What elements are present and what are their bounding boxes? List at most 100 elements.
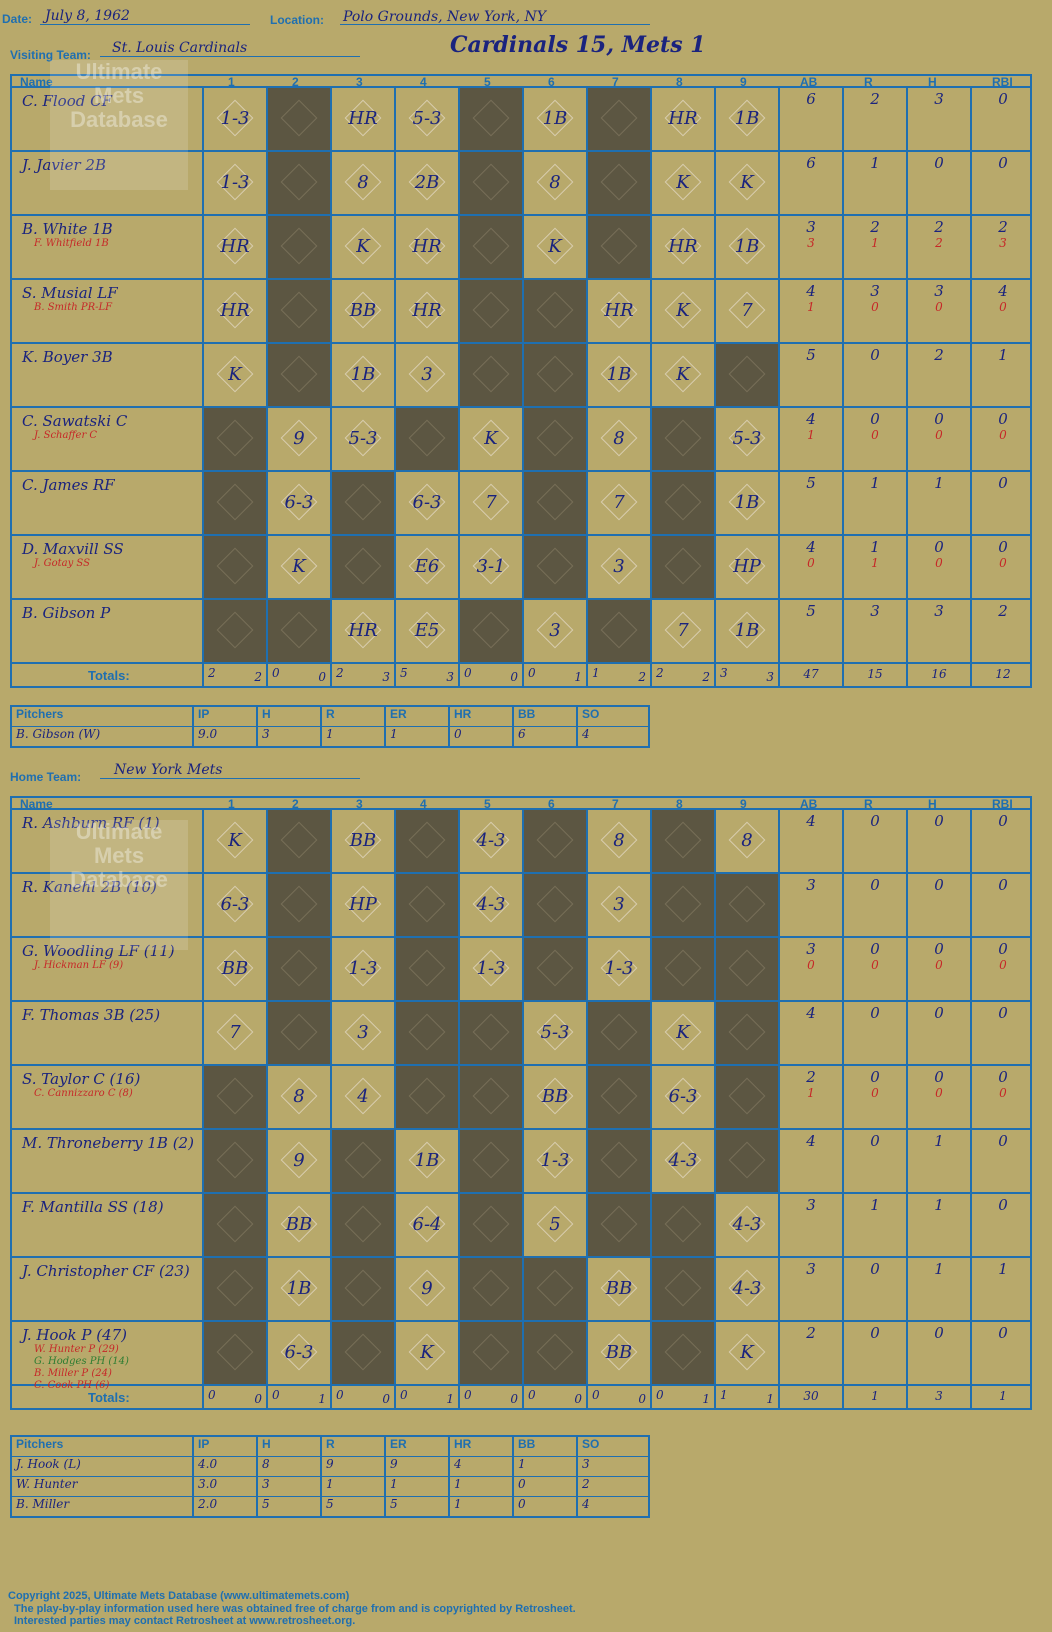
base-diamond xyxy=(472,1013,510,1051)
date-label: Date: xyxy=(2,12,33,26)
inning-cell: HR xyxy=(330,88,394,150)
inning-runs: 0 xyxy=(464,666,472,680)
column-header-4: 4 xyxy=(420,797,427,811)
home-team-name: New York Mets xyxy=(114,762,223,778)
stat-cell: 5 xyxy=(778,344,842,406)
stat-cell: 0 xyxy=(906,874,970,936)
base-diamond xyxy=(216,1333,254,1371)
pitcher-row: B. Gibson (W) 9.0 3 1 1 0 6 4 xyxy=(12,727,648,746)
column-header-4: 4 xyxy=(420,75,427,89)
base-diamond xyxy=(408,885,446,923)
base-diamond xyxy=(600,1077,638,1115)
stat-cell: 0 xyxy=(906,152,970,214)
inning-cell xyxy=(202,1322,266,1384)
base-diamond xyxy=(408,1013,446,1051)
base-diamond xyxy=(600,227,638,265)
stat-cell: 6 xyxy=(778,152,842,214)
stat-value: 0 xyxy=(998,1004,1008,1022)
pitcher-cell: 8 xyxy=(256,1457,320,1476)
column-header-6: 6 xyxy=(548,75,555,89)
batter-row: S. Musial LF B. Smith PR-LF HR BB HR HR K 7 4 1 3 0… xyxy=(10,280,1032,344)
stat-value: 0 xyxy=(998,876,1008,894)
stat-cell: 6 xyxy=(778,88,842,150)
stat-value: 0 xyxy=(998,940,1008,958)
base-diamond xyxy=(728,1141,766,1179)
stat-value: 2 xyxy=(998,218,1008,236)
inning-cell xyxy=(586,1130,650,1192)
inning-cell: 1B xyxy=(714,216,778,278)
play-result: 4-3 xyxy=(476,830,506,851)
stat-cell: 3 xyxy=(906,600,970,662)
inning-cell: HR xyxy=(202,280,266,342)
base-diamond xyxy=(344,483,382,521)
inning-cell xyxy=(394,1066,458,1128)
play-result: 3 xyxy=(549,620,561,641)
base-diamond xyxy=(664,821,702,859)
location-label: Location: xyxy=(270,13,324,27)
stat-cell: 1 xyxy=(906,1194,970,1256)
substitute-name: C. Cook PH (6) xyxy=(34,1380,110,1391)
stat-value: 3 xyxy=(806,876,816,894)
pitcher-cell: 1 xyxy=(384,727,448,746)
inning-cell xyxy=(266,874,330,936)
sub-stat-value: 0 xyxy=(935,958,943,972)
base-diamond xyxy=(280,227,318,265)
inning-cell: 1B xyxy=(266,1258,330,1320)
play-result: 6-3 xyxy=(220,894,250,915)
base-diamond xyxy=(728,885,766,923)
stat-value: 0 xyxy=(870,1324,880,1342)
base-diamond xyxy=(600,611,638,649)
inning-cell xyxy=(458,1130,522,1192)
column-header-2: 2 xyxy=(292,797,299,811)
inning-cell: 1-3 xyxy=(202,88,266,150)
base-diamond xyxy=(536,419,574,457)
inning-hits: 0 xyxy=(254,1392,262,1406)
inning-cell: 3 xyxy=(522,600,586,662)
inning-cell xyxy=(266,216,330,278)
inning-cell: K xyxy=(202,810,266,872)
column-header-0: Name xyxy=(20,75,53,89)
base-diamond xyxy=(344,1333,382,1371)
watermark-logo: Ultimate Mets Database xyxy=(50,60,188,190)
play-result: K xyxy=(676,364,690,385)
stat-value: 0 xyxy=(870,812,880,830)
inning-cell: K xyxy=(458,408,522,470)
column-header-11: R xyxy=(864,797,873,811)
visiting-scorecard: Name 1 2 3 4 5 6 7 8 9 AB R H RBI C. Flood CF 1-3 HR 5-3 1… xyxy=(10,74,1032,694)
sub-stat-value: 0 xyxy=(807,556,815,570)
column-header-10: AB xyxy=(800,75,818,89)
base-diamond xyxy=(408,949,446,987)
visiting-team-underline xyxy=(100,56,360,57)
column-header-7: 7 xyxy=(612,75,619,89)
inning-cell: BB xyxy=(586,1322,650,1384)
stat-value: 0 xyxy=(934,154,944,172)
inning-cell: 9 xyxy=(394,1258,458,1320)
footer-retrosheet: The play-by-play information used here w… xyxy=(14,1603,576,1615)
play-result: 8 xyxy=(741,830,753,851)
pitcher-cell: W. Hunter xyxy=(16,1477,78,1491)
inning-cell: 1-3 xyxy=(522,1130,586,1192)
inning-cell: 1-3 xyxy=(458,938,522,1000)
base-diamond xyxy=(472,1077,510,1115)
play-result: 8 xyxy=(613,428,625,449)
inning-cell xyxy=(330,1258,394,1320)
inning-cell: 3 xyxy=(586,536,650,598)
inning-runs: 1 xyxy=(592,666,600,680)
stat-value: 3 xyxy=(806,1260,816,1278)
stat-cell: 0 xyxy=(970,810,1034,872)
play-result: 8 xyxy=(613,830,625,851)
stat-value: 3 xyxy=(806,1196,816,1214)
inning-cell xyxy=(202,408,266,470)
pitchers-header-cell: HR xyxy=(448,707,512,726)
stat-cell: 3 xyxy=(778,1258,842,1320)
base-diamond xyxy=(600,163,638,201)
stat-value: 0 xyxy=(934,1068,944,1086)
batter-name: C. Flood CF xyxy=(22,92,112,110)
sub-stat-value: 0 xyxy=(871,1086,879,1100)
column-header-9: 9 xyxy=(740,797,747,811)
play-result: HP xyxy=(349,894,377,915)
